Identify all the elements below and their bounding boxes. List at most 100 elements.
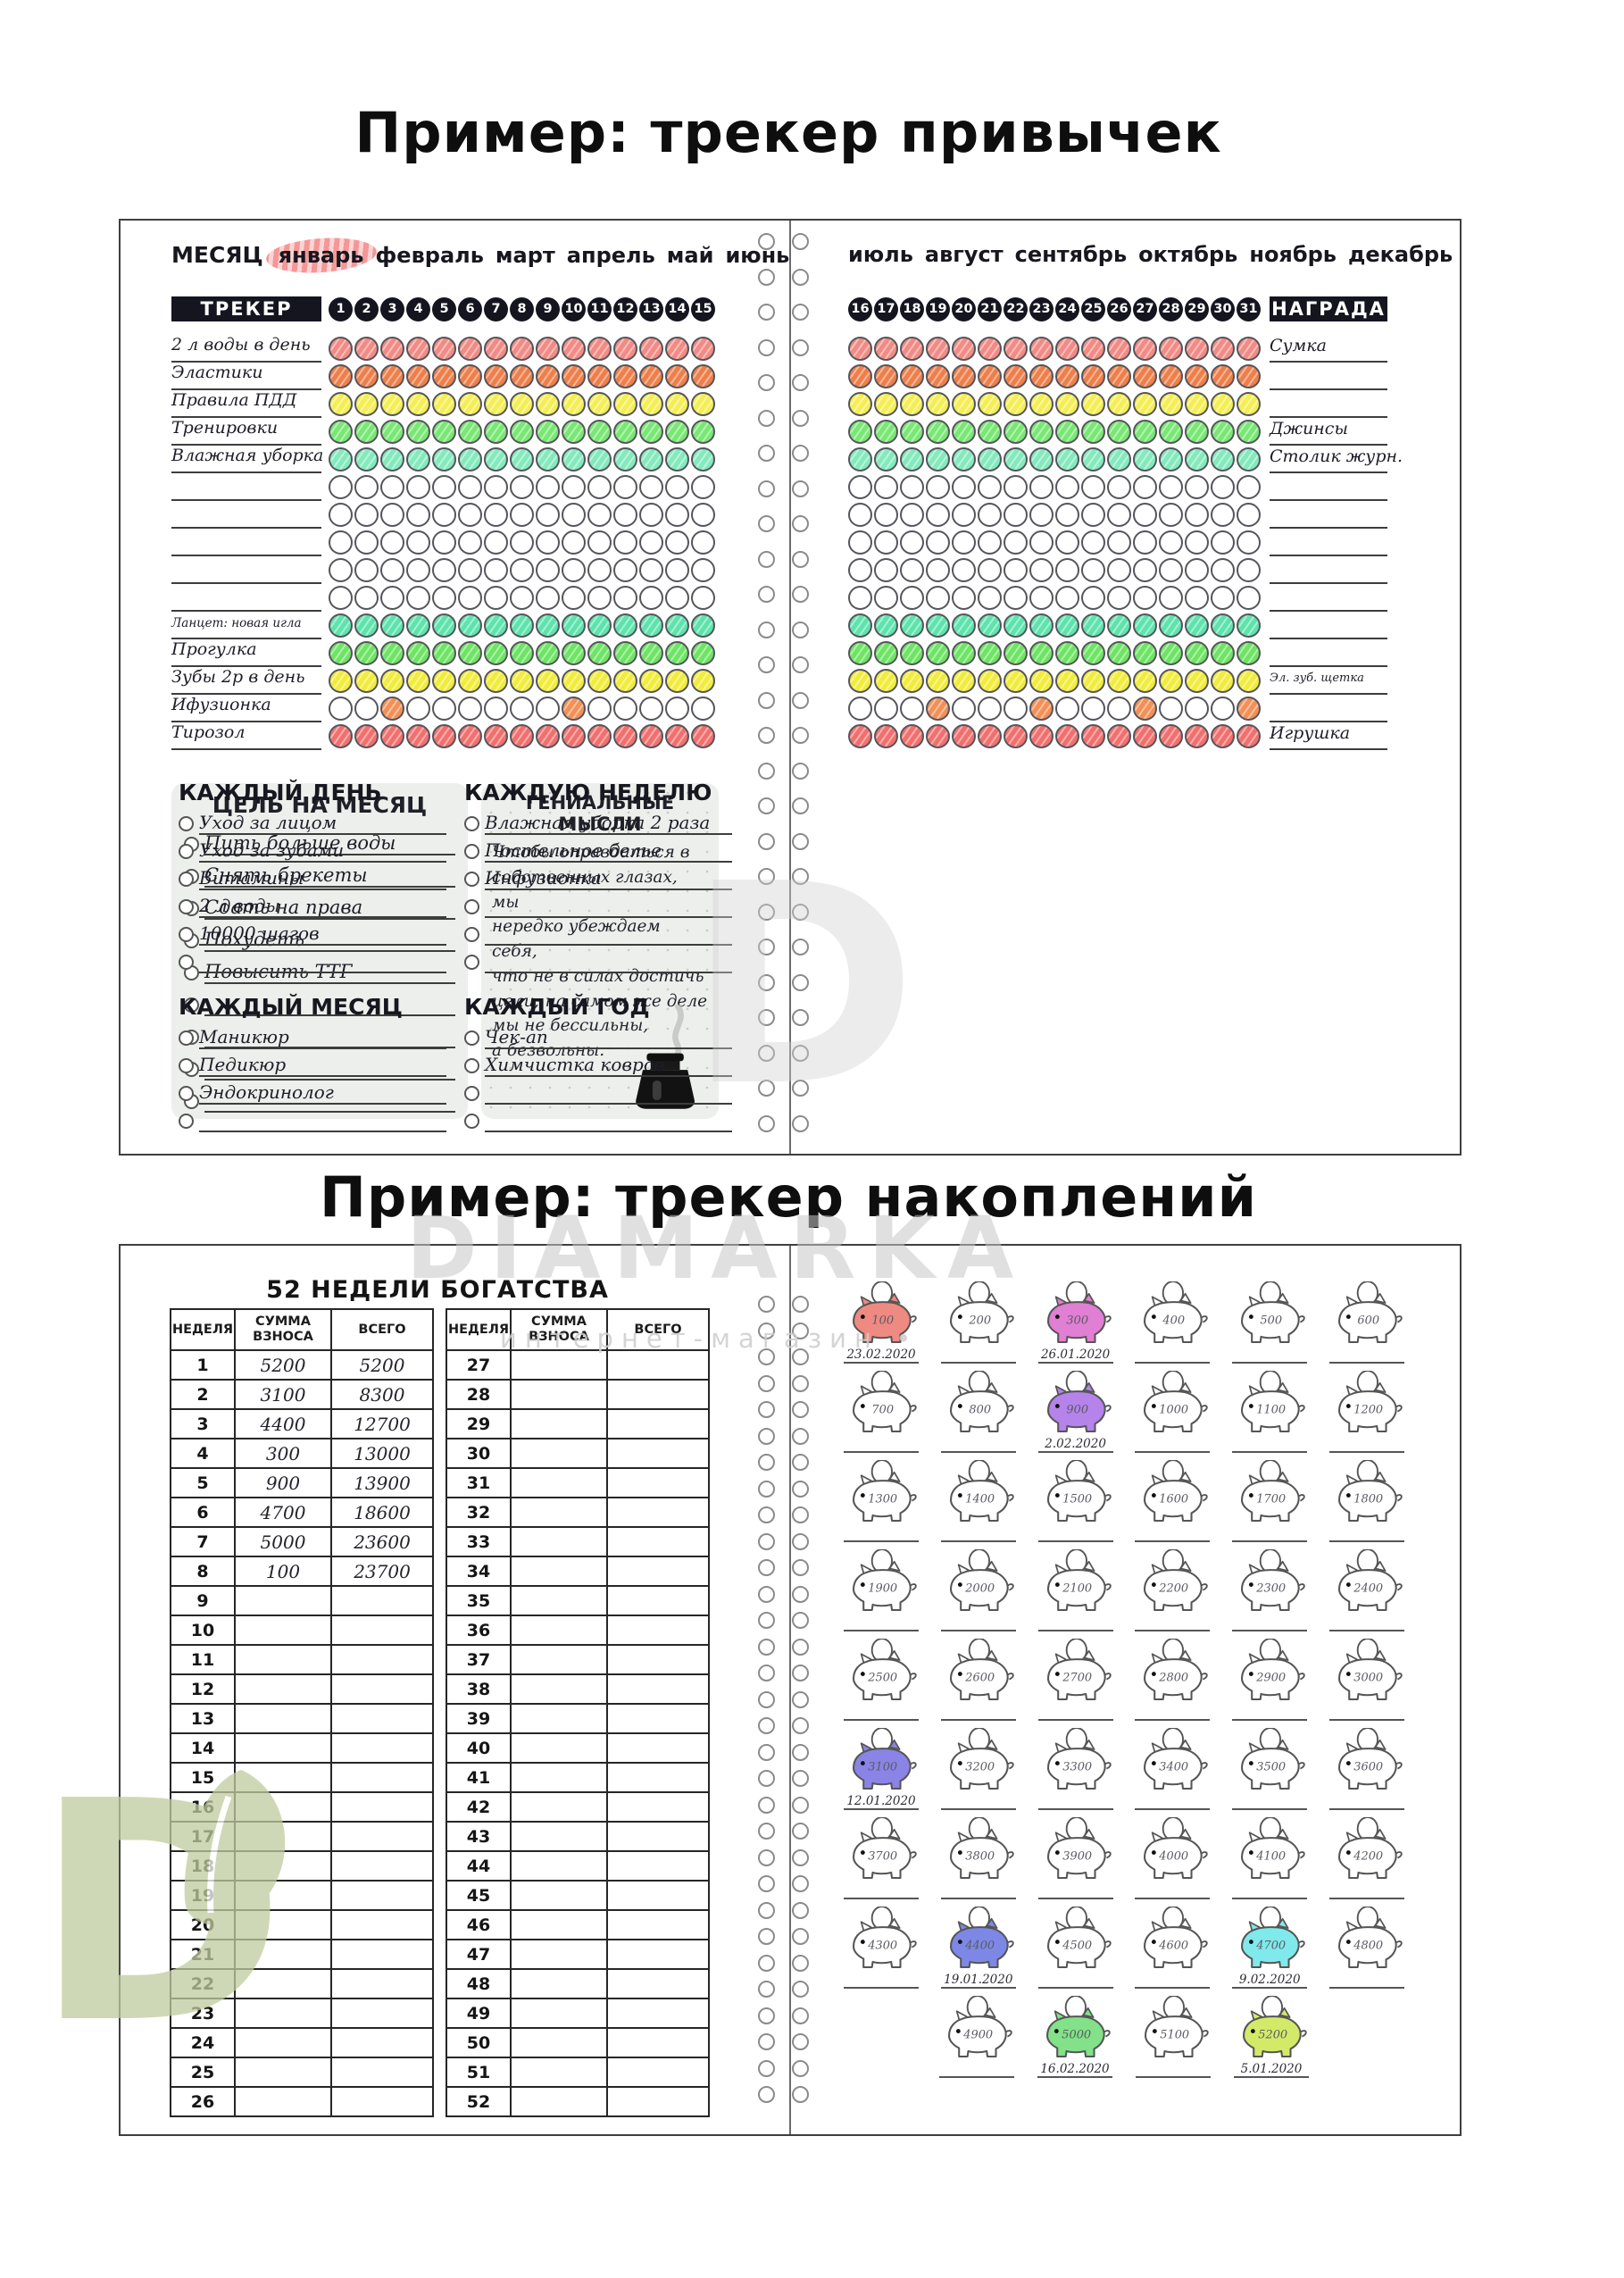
habit-day-cell [848, 420, 872, 444]
habit-day-cell [458, 697, 482, 721]
habit-day-cell [1211, 724, 1235, 748]
habit-day-cell [1107, 669, 1131, 693]
habit-day-cell [380, 530, 404, 555]
habit-label: Зубы 2р в день [171, 667, 321, 695]
deposit-cell [510, 1850, 608, 1882]
habit-day-cell [874, 641, 898, 665]
deposit-cell: 3100 [234, 1379, 332, 1410]
savings-week-row: 40 [446, 1732, 710, 1764]
bullet-circle [179, 1086, 194, 1101]
habit-day-cell [562, 669, 586, 693]
habit-day-cell [691, 364, 715, 388]
habit-row: Влажная уборка [171, 446, 715, 473]
spiral-hole [792, 1114, 809, 1132]
habit-day-cell [1029, 641, 1054, 665]
piggy-bank-icon: 900 [1046, 1371, 1112, 1433]
habit-day-cell [458, 530, 482, 555]
habit-day-cell [691, 558, 715, 582]
habit-cells [848, 447, 1261, 471]
savings-week-row: 24 [170, 2027, 434, 2058]
habit-day-cell [536, 558, 560, 582]
habit-day-cell [1185, 613, 1209, 638]
habit-day-cell [978, 669, 1002, 693]
habit-day-cell [1185, 420, 1209, 444]
habit-day-cell [1237, 475, 1261, 499]
pig-date-line [1232, 1348, 1308, 1364]
bullet-circle [179, 899, 194, 914]
habit-day-cell [639, 475, 663, 499]
total-cell [606, 2057, 710, 2088]
habit-day-cell [978, 447, 1002, 471]
total-cell [330, 1821, 434, 1852]
habit-day-cell [848, 392, 872, 416]
habit-day-cell [1133, 641, 1157, 665]
svg-text:2200: 2200 [1159, 1581, 1189, 1595]
habit-day-cell [406, 613, 430, 638]
habit-day-cell [1107, 724, 1131, 748]
week-number-cell: 25 [170, 2057, 236, 2088]
habit-day-cell [665, 697, 689, 721]
total-cell [606, 2086, 710, 2117]
habit-day-cell [691, 724, 715, 748]
savings-week-row: 20 [170, 1909, 434, 1940]
habit-day-cell [510, 364, 534, 388]
pig-date-line [1136, 2062, 1211, 2078]
habit-day-cell [536, 392, 560, 416]
habit-cells [329, 724, 715, 748]
habit-day-cell [510, 697, 534, 721]
habit-day-cell [1107, 364, 1131, 388]
spiral-hole [792, 304, 809, 321]
svg-text:3000: 3000 [1353, 1671, 1383, 1684]
bullet-circle [464, 816, 479, 831]
habit-row [171, 584, 715, 612]
habit-day-cell [1237, 392, 1261, 416]
habit-day-cell [1004, 558, 1028, 582]
deposit-cell [510, 1732, 608, 1764]
habit-day-cell [1055, 724, 1079, 748]
habit-day-cell [1107, 641, 1131, 665]
habit-row [171, 556, 715, 584]
habit-day-cell [1237, 503, 1261, 527]
piggy-bank: 2400 [1320, 1549, 1413, 1631]
pig-row: 4900 5000 16.02.2020 5100 5200 5.01.2020 [835, 1996, 1413, 2078]
habit-day-cell [1055, 503, 1079, 527]
day-number-circle: 19 [926, 296, 950, 321]
savings-week-row: 42 [446, 1791, 710, 1823]
habit-day-cell [613, 337, 637, 361]
spiral-hole [758, 1848, 775, 1866]
habit-day-cell [380, 420, 404, 444]
bullet-circle [464, 872, 479, 887]
bullet-circle [464, 927, 479, 942]
spiral-hole [758, 1743, 775, 1761]
savings-week-row: 19 [170, 1880, 434, 1911]
habit-day-cell [900, 558, 924, 582]
habit-day-cell [848, 669, 872, 693]
week-number-cell: 48 [446, 1968, 512, 1999]
goal-text: Сдать на права [204, 897, 455, 920]
spiral-hole [758, 1506, 775, 1523]
habit-day-cell [329, 475, 353, 499]
total-cell [330, 1732, 434, 1764]
habit-day-cell [354, 697, 379, 721]
savings-week-row: 35 [446, 1585, 710, 1616]
total-cell: 13000 [330, 1438, 434, 1469]
pig-date-line [940, 1615, 1016, 1631]
habit-day-cell [1081, 364, 1105, 388]
pig-row: 100 23.02.2020 200 300 26.01.2020 400 50… [835, 1281, 1413, 1364]
thoughts-box-title: ГЕНИАЛЬНЫЕ МЫСЛИ [525, 792, 675, 835]
habit-cells [329, 586, 715, 610]
habit-day-cell [510, 337, 534, 361]
pig-row: 3700 3800 3900 4000 4100 [835, 1817, 1413, 1899]
total-cell [330, 1968, 434, 1999]
week-number-cell: 3 [170, 1408, 236, 1439]
month-label: декабрь [1347, 242, 1453, 267]
piggy-bank: 3300 [1029, 1728, 1122, 1810]
total-cell: 12700 [330, 1408, 434, 1439]
habit-day-cell [458, 475, 482, 499]
spiral-hole [792, 1559, 809, 1576]
habit-day-cell [1159, 503, 1183, 527]
svg-text:2000: 2000 [964, 1581, 995, 1595]
column-header: ВСЕГО [330, 1308, 434, 1351]
week-number-cell: 46 [446, 1909, 512, 1940]
habit-day-cell [380, 641, 404, 665]
